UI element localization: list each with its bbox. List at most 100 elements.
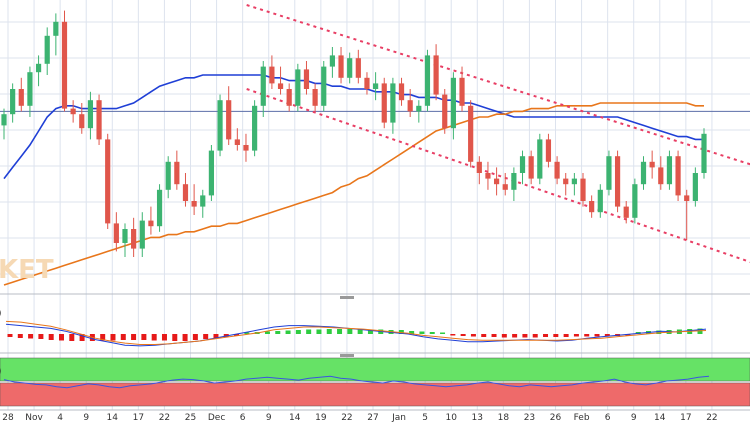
candle-body (243, 145, 249, 151)
candle-body (139, 220, 145, 249)
macd-histogram-bar (203, 334, 209, 339)
x-tick-label: 22 (706, 413, 717, 423)
overbought-zone (0, 357, 750, 382)
candle-body (303, 69, 310, 89)
candle-body (511, 173, 517, 190)
candle-body (493, 178, 500, 185)
macd-histogram-bar (470, 334, 476, 337)
candle-body (252, 105, 258, 151)
candle-body (528, 156, 534, 179)
candle-body (675, 156, 681, 196)
macd-histogram-bar (58, 334, 64, 341)
candle-body (450, 77, 456, 129)
macd-histogram-bar (604, 334, 610, 336)
macd-histogram-bar (553, 334, 559, 337)
macd-histogram-bar (100, 334, 106, 341)
macd-histogram-bar (234, 334, 240, 336)
candle-body (459, 77, 465, 106)
candle-body (174, 161, 180, 185)
candle-body (563, 178, 569, 185)
macd-histogram-bar (275, 331, 281, 334)
x-tick-label: Jan (391, 413, 406, 423)
candle-body (53, 21, 59, 36)
candle-body (545, 139, 552, 162)
x-tick-label: 10 (445, 413, 457, 423)
macd-histogram-bar (38, 334, 44, 339)
rsi-line (3, 375, 710, 389)
candle-body (191, 201, 197, 207)
x-tick-label: 25 (185, 413, 196, 423)
candle-body (18, 89, 24, 106)
x-tick-label: 18 (498, 413, 510, 423)
candle-body (295, 69, 301, 106)
candle-body (571, 178, 577, 185)
candle-body (381, 83, 387, 123)
candle-body (442, 94, 448, 129)
candle-body (468, 105, 474, 162)
x-tick-label: 17 (133, 413, 144, 423)
macd-histogram-bar (285, 330, 291, 334)
macd-histogram-bar (17, 334, 23, 338)
candle-body (321, 66, 327, 106)
candle-body (27, 72, 33, 106)
candle-body (35, 63, 42, 73)
macd-histogram-bar (512, 334, 518, 338)
macd-histogram-bar (69, 334, 75, 341)
macd-histogram-bar (460, 334, 466, 336)
candle-body (338, 55, 344, 78)
macd-histogram-bar (161, 334, 167, 341)
candle-body (614, 156, 621, 207)
candle-body (217, 100, 223, 151)
candle-body (554, 161, 560, 179)
candle-body (692, 173, 698, 201)
candle-body (537, 139, 543, 179)
candle-body (1, 114, 7, 126)
candle-body (597, 189, 603, 213)
candle-body (105, 139, 111, 224)
candle-body (373, 83, 379, 89)
macd-histogram-bar (409, 331, 415, 334)
panel-resize-handle (340, 354, 354, 357)
macd-histogram-bar (419, 331, 425, 334)
x-tick-label: Feb (574, 413, 590, 423)
x-tick-label: 23 (524, 413, 535, 423)
candle-body (589, 201, 595, 213)
rsi-panel: ) (0, 357, 750, 407)
candle-body (113, 223, 119, 243)
candle-body (424, 55, 431, 106)
macd-series-label: ) (0, 309, 2, 319)
candle-body (96, 100, 102, 140)
candle-body (701, 133, 707, 173)
signal-line (5, 320, 707, 345)
candle-body (70, 108, 76, 115)
x-tick-label: 9 (631, 413, 637, 423)
rsi-series-label: ) (0, 367, 2, 377)
candle-body (312, 89, 318, 106)
macd-histogram-bar (182, 334, 188, 341)
macd-histogram-bar (131, 334, 137, 340)
candle-body (485, 173, 491, 179)
candle-body (632, 184, 638, 218)
channel-lower-trendline (246, 88, 750, 264)
candle-body (476, 161, 482, 173)
macd-histogram-bar (563, 334, 569, 337)
macd-histogram-bar (522, 334, 528, 338)
macd-histogram-bar (244, 332, 250, 334)
candle-body (502, 184, 508, 190)
candle-body (580, 178, 586, 201)
candle-body (182, 184, 189, 201)
macd-histogram-bar (295, 330, 301, 334)
x-tick-label: 9 (83, 413, 89, 423)
candle-body (165, 161, 171, 190)
candle-body (286, 89, 292, 106)
x-tick-label: 5 (422, 413, 428, 423)
macd-histogram-bar (337, 329, 343, 334)
macd-histogram-bar (213, 334, 219, 338)
macd-histogram-bar (481, 334, 487, 337)
candle-body (269, 66, 275, 84)
candle-body (329, 55, 335, 67)
x-tick-label: 14 (289, 413, 301, 423)
macd-histogram-bar (141, 334, 147, 340)
candle-body (156, 189, 163, 227)
candle-body (234, 139, 240, 145)
